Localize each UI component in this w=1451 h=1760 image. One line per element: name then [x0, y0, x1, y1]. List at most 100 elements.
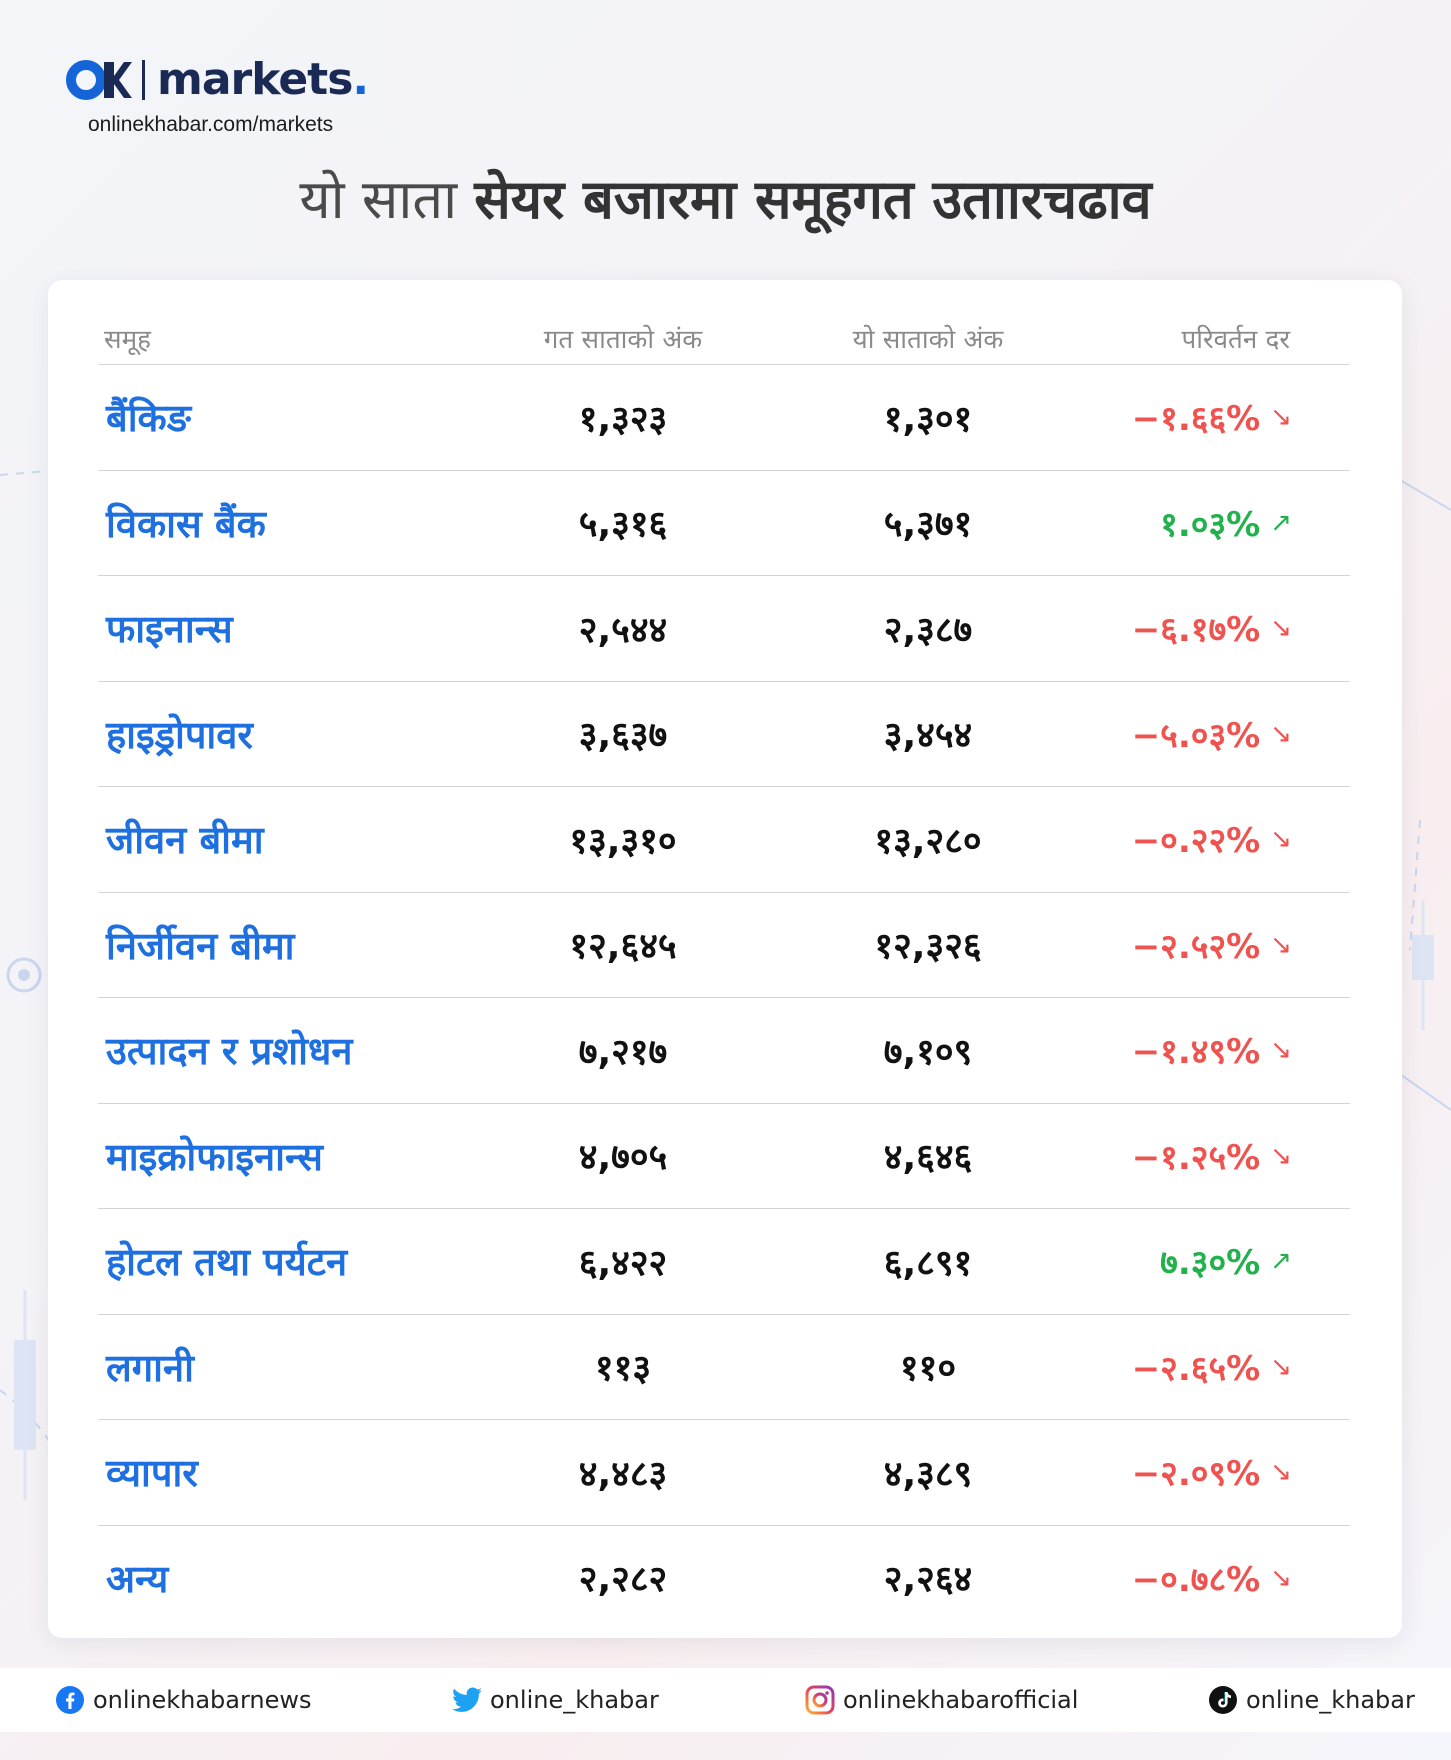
this-week-index: ३,४५४ [883, 715, 973, 756]
change-rate: −१.२५% ↘ [1132, 1104, 1292, 1208]
change-rate-value: १.०३% [1160, 504, 1261, 545]
tiktok-link[interactable]: online_khabar [1208, 1668, 1415, 1732]
arrow-down-right-icon: ↘ [1270, 1140, 1292, 1171]
change-rate-value: −२.६५% [1131, 1348, 1261, 1389]
table-row: फाइनान्स २,५४४ २,३८७ −६.१७% ↘ [98, 576, 1350, 682]
change-rate-value: −२.५२% [1131, 926, 1261, 967]
twitter-icon [452, 1687, 482, 1713]
arrow-down-right-icon: ↘ [1270, 718, 1292, 749]
brand-url[interactable]: onlinekhabar.com/markets [88, 113, 334, 136]
facebook-handle: onlinekhabarnews [93, 1686, 312, 1714]
table-header: समूह गत साताको अंक यो साताको अंक परिवर्त… [98, 320, 1350, 365]
arrow-down-right-icon: ↘ [1270, 402, 1292, 432]
tiktok-handle: online_khabar [1246, 1686, 1415, 1714]
this-week-index: ५,३७१ [883, 504, 973, 545]
brand-header: markets. onlinekhabar.com/markets [66, 54, 369, 137]
change-rate-value: ७.३०% [1160, 1243, 1261, 1283]
header-change-rate: परिवर्तन दर [1181, 325, 1290, 355]
sector-name: हाइड्रोपावर [106, 712, 253, 757]
change-rate-value: −०.२२% [1131, 821, 1261, 861]
change-rate-value: −१.२५% [1131, 1137, 1261, 1178]
sector-name: बैंकिङ [106, 396, 191, 440]
sector-name: अन्य [106, 1556, 169, 1601]
header-sector: समूह [104, 325, 151, 355]
header-last-week: गत साताको अंक [543, 325, 703, 355]
change-rate: −६.१७% ↘ [1132, 576, 1292, 680]
facebook-icon [55, 1685, 85, 1715]
arrow-up-right-icon: ↗ [1270, 1246, 1292, 1276]
table-row: माइक्रोफाइनान्स ४,७०५ ४,६४६ −१.२५% ↘ [98, 1104, 1350, 1209]
title-light: यो साता [299, 168, 475, 231]
brand-name-text: markets [157, 54, 353, 105]
table-row: व्यापार ४,४८३ ४,३८९ −२.०९% ↘ [98, 1420, 1350, 1526]
arrow-down-right-icon: ↘ [1270, 1457, 1292, 1487]
title-bold: सेयर बजारमा समूहगत उताारचढाव [474, 168, 1152, 231]
brand-logo[interactable]: markets. [66, 54, 369, 105]
header-this-week: यो साताको अंक [852, 325, 1004, 355]
instagram-icon [805, 1685, 835, 1715]
this-week-index: ४,६४६ [883, 1137, 973, 1178]
sector-name: जीवन बीमा [106, 818, 264, 862]
this-week-index: २,२६४ [883, 1559, 973, 1600]
sector-name: माइक्रोफाइनान्स [106, 1134, 323, 1179]
this-week-index: १३,२८० [874, 820, 982, 862]
change-rate: −२.५२% ↘ [1132, 893, 1292, 997]
logo-divider [142, 60, 145, 100]
table-row: होटल तथा पर्यटन ६,४२२ ६,८९१ ७.३०% ↗ [98, 1209, 1350, 1315]
change-rate-value: −६.१७% [1131, 610, 1261, 650]
sector-name: फाइनान्स [106, 607, 233, 651]
table-row: लगानी ११३ ११० −२.६५% ↘ [98, 1315, 1350, 1420]
change-rate-value: −०.७८% [1131, 1559, 1261, 1600]
this-week-index: ७,१०९ [883, 1031, 973, 1073]
change-rate: −०.७८% ↘ [1132, 1526, 1292, 1630]
sector-name: होटल तथा पर्यटन [106, 1240, 348, 1284]
brand-name-dot: . [352, 54, 369, 105]
last-week-index: ४,७०५ [578, 1137, 668, 1178]
facebook-link[interactable]: onlinekhabarnews [55, 1668, 312, 1732]
last-week-index: ६,४२२ [578, 1242, 668, 1284]
instagram-handle: onlinekhabarofficial [843, 1686, 1079, 1714]
last-week-index: ३,६३७ [578, 715, 668, 756]
this-week-index: २,३८७ [883, 609, 973, 651]
change-rate: १.०३% ↗ [1160, 471, 1292, 575]
change-rate-value: −५.०३% [1131, 715, 1261, 756]
change-rate-value: −२.०९% [1131, 1454, 1261, 1494]
last-week-index: २,५४४ [578, 609, 668, 651]
tiktok-icon [1208, 1685, 1238, 1715]
sector-name: लगानी [106, 1345, 194, 1390]
instagram-link[interactable]: onlinekhabarofficial [805, 1668, 1078, 1732]
last-week-index: १,३२३ [578, 398, 668, 440]
change-rate-value: −१.६६% [1131, 399, 1261, 439]
last-week-index: १२,६४५ [569, 926, 677, 967]
change-rate-value: −१.४९% [1131, 1032, 1261, 1072]
sector-name: विकास बैंक [106, 501, 266, 546]
table-body: बैंकिङ १,३२३ १,३०१ −१.६६% ↘ विकास बैंक ५,३१६ ५,… [98, 365, 1350, 1630]
this-week-index: ११० [899, 1348, 957, 1389]
last-week-index: २,२८२ [578, 1559, 668, 1600]
arrow-down-right-icon: ↘ [1270, 1351, 1292, 1382]
last-week-index: ७,२१७ [578, 1031, 668, 1073]
twitter-handle: online_khabar [490, 1686, 659, 1714]
last-week-index: ५,३१६ [578, 504, 668, 545]
twitter-link[interactable]: online_khabar [452, 1668, 659, 1732]
this-week-index: ४,३८९ [883, 1453, 973, 1495]
arrow-down-right-icon: ↘ [1270, 824, 1292, 854]
this-week-index: ६,८९१ [883, 1242, 973, 1284]
table-row: निर्जीवन बीमा १२,६४५ १२,३२६ −२.५२% ↘ [98, 893, 1350, 998]
table-row: विकास बैंक ५,३१६ ५,३७१ १.०३% ↗ [98, 471, 1350, 576]
last-week-index: ११३ [594, 1348, 652, 1389]
table-row: बैंकिङ १,३२३ १,३०१ −१.६६% ↘ [98, 365, 1350, 471]
page-title: यो साता सेयर बजारमा समूहगत उताारचढाव [0, 170, 1451, 229]
table-row: जीवन बीमा १३,३१० १३,२८० −०.२२% ↘ [98, 787, 1350, 893]
last-week-index: ४,४८३ [578, 1453, 668, 1495]
change-rate: −१.४९% ↘ [1132, 998, 1292, 1102]
arrow-down-right-icon: ↘ [1270, 929, 1292, 960]
last-week-index: १३,३१० [569, 820, 677, 862]
arrow-down-right-icon: ↘ [1270, 1035, 1292, 1065]
arrow-down-right-icon: ↘ [1270, 1562, 1292, 1593]
arrow-down-right-icon: ↘ [1270, 613, 1292, 643]
table-row: हाइड्रोपावर ३,६३७ ३,४५४ −५.०३% ↘ [98, 682, 1350, 787]
change-rate: −०.२२% ↘ [1132, 787, 1292, 891]
sector-name: निर्जीवन बीमा [106, 923, 295, 968]
change-rate: −२.६५% ↘ [1132, 1315, 1292, 1419]
